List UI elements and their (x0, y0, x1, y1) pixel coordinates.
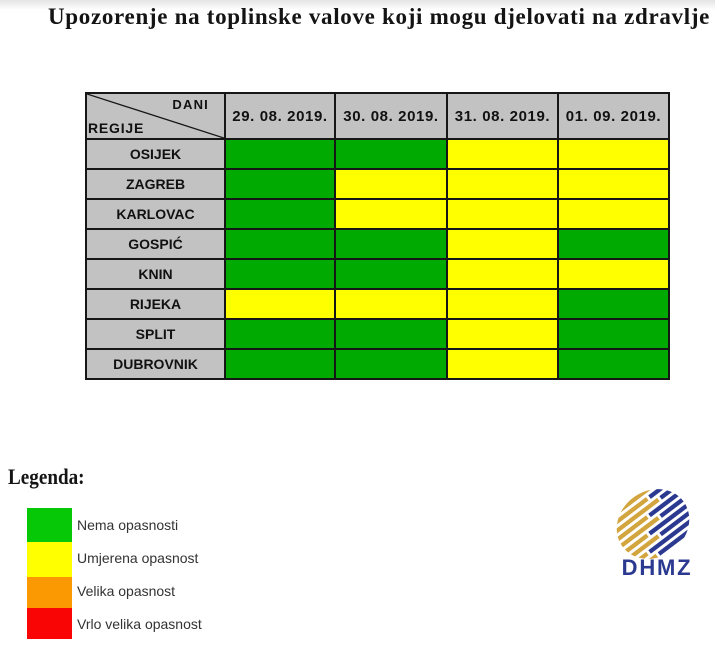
svg-text:DHMZ: DHMZ (622, 555, 693, 579)
